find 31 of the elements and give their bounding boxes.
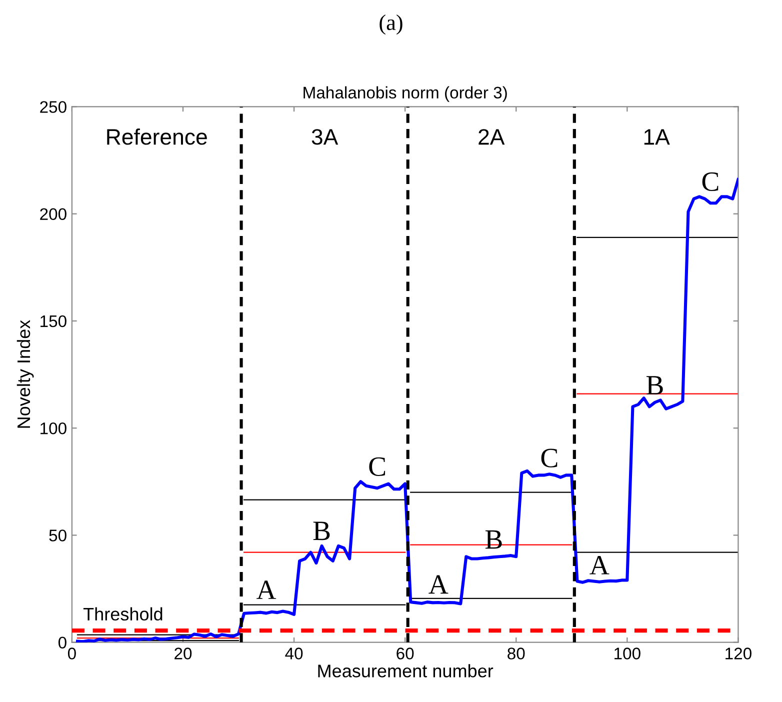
x-tick-label: 120 (726, 648, 752, 660)
y-tick-label: 50 (49, 530, 66, 542)
annotation: B (485, 530, 502, 549)
x-tick-label: 0 (68, 648, 76, 660)
y-tick-label: 150 (40, 315, 66, 328)
annotation: C (702, 172, 718, 192)
x-tick-label: 20 (174, 648, 192, 660)
x-axis-title: Measurement number (318, 664, 494, 678)
annotation: 2A (478, 129, 505, 145)
annotation: B (313, 522, 330, 540)
y-tick-label: 200 (40, 208, 66, 220)
annotation: Reference (107, 128, 207, 145)
chart-title: Mahalanobis norm (order 3) (304, 86, 507, 102)
y-tick-label: 100 (40, 422, 66, 434)
text: (a) (380, 14, 402, 35)
y-tick-label: 0 (58, 636, 66, 649)
annotation: 1A (644, 129, 670, 145)
x-tick-label: 40 (285, 648, 303, 660)
annotation: A (256, 580, 276, 599)
x-tick-label: 100 (614, 648, 640, 660)
annotation: C (369, 457, 386, 476)
y-tick-label: 250 (40, 101, 66, 113)
x-tick-label: 60 (396, 648, 414, 660)
annotation: B (646, 376, 663, 394)
y-axis-title: Novelty Index (16, 320, 34, 428)
annotation: A (590, 556, 610, 574)
annotation: C (541, 448, 558, 468)
ref-line-label: Threshold (83, 607, 162, 621)
annotation: A (428, 575, 448, 594)
x-tick-label: 80 (508, 648, 525, 660)
annotation: 3A (312, 129, 338, 145)
